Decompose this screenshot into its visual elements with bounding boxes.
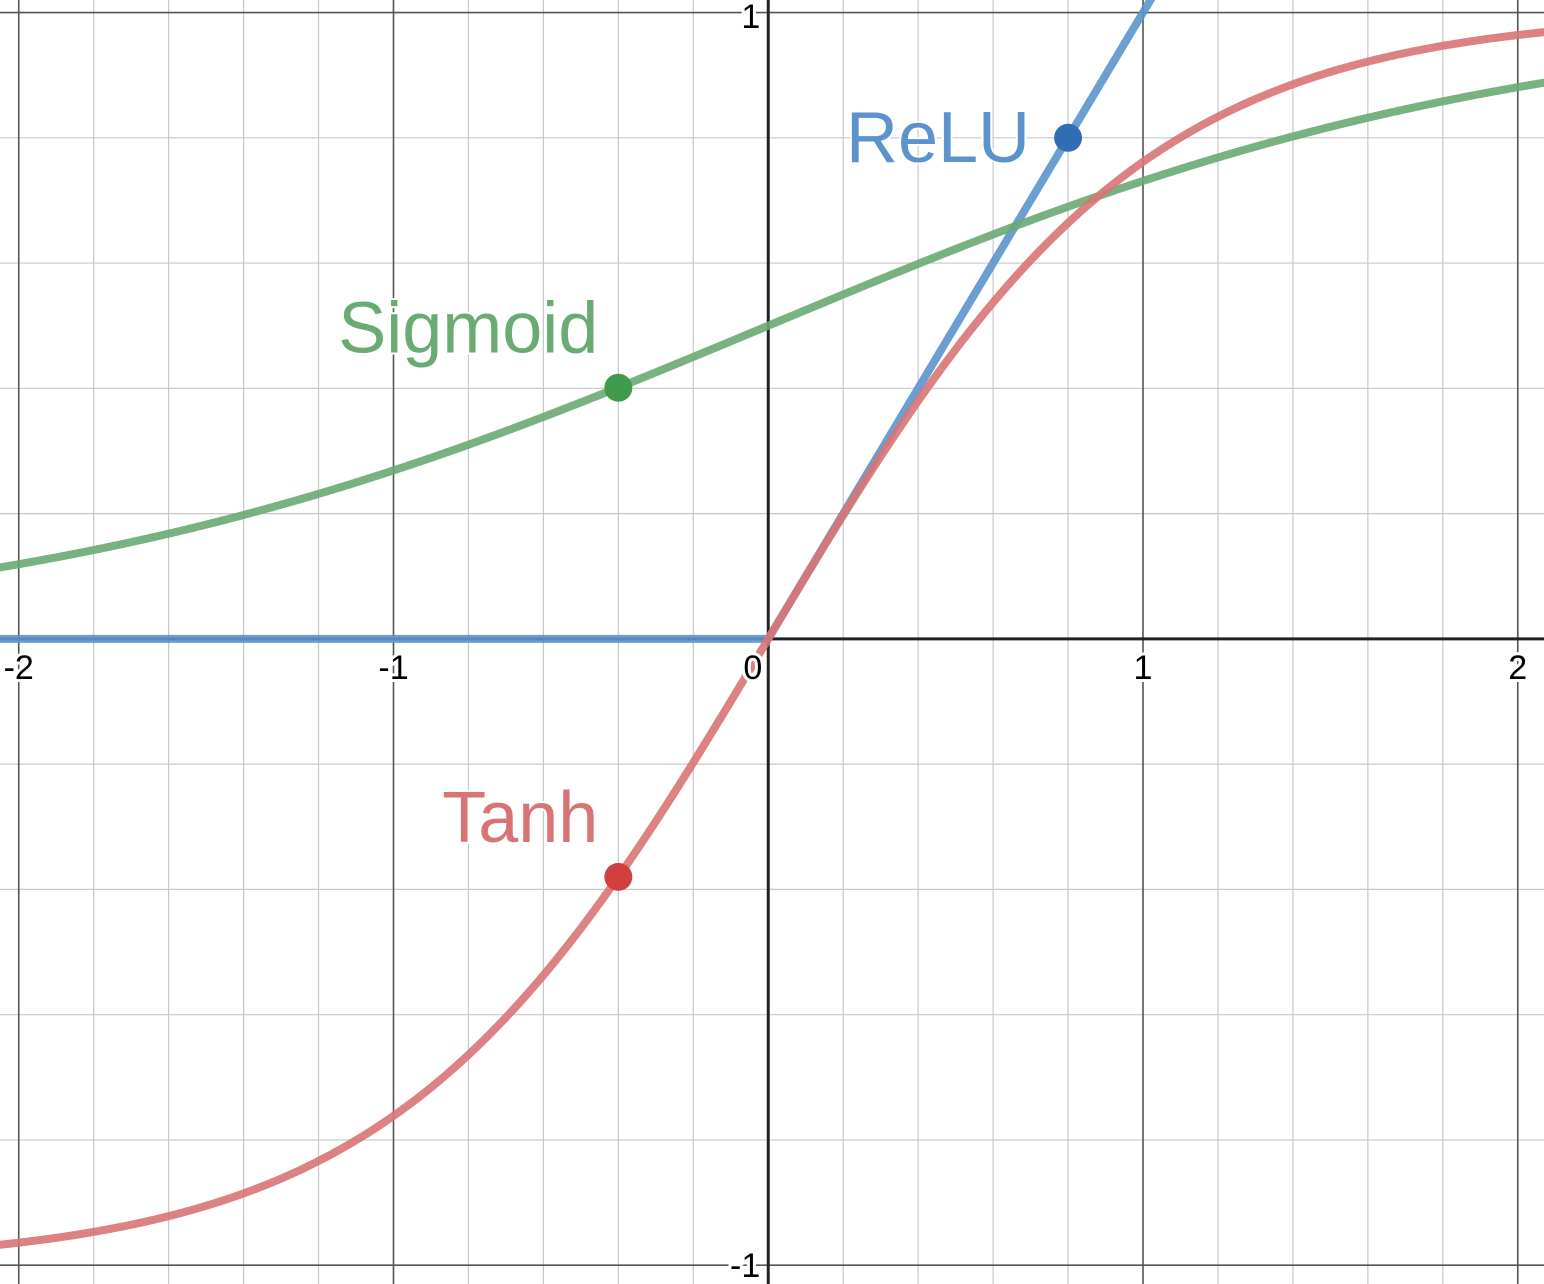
x-tick-label: 0 bbox=[743, 649, 762, 687]
series-point-sigmoid bbox=[604, 373, 633, 402]
series-label-tanh: Tanh bbox=[442, 778, 598, 858]
x-tick-label: -1 bbox=[378, 649, 408, 687]
x-tick-label: -2 bbox=[4, 649, 34, 687]
x-tick-label: 2 bbox=[1508, 649, 1527, 687]
x-tick-label: 1 bbox=[1134, 649, 1153, 687]
series-point-tanh bbox=[604, 862, 633, 891]
series-labels: ReLU Sigmoid Tanh bbox=[336, 96, 1032, 860]
series-label-sigmoid: Sigmoid bbox=[338, 289, 598, 369]
series-line-tanh bbox=[0, 28, 1544, 1249]
y-tick-label: 1 bbox=[741, 0, 760, 36]
series-label-relu: ReLU bbox=[846, 98, 1030, 178]
series-line-sigmoid bbox=[0, 78, 1544, 572]
series-line-relu bbox=[0, 0, 1156, 643]
y-tick-label: -1 bbox=[730, 1247, 760, 1284]
series-curves bbox=[0, 0, 1544, 1249]
series-point-relu bbox=[1054, 123, 1083, 152]
series-points bbox=[604, 123, 1083, 891]
